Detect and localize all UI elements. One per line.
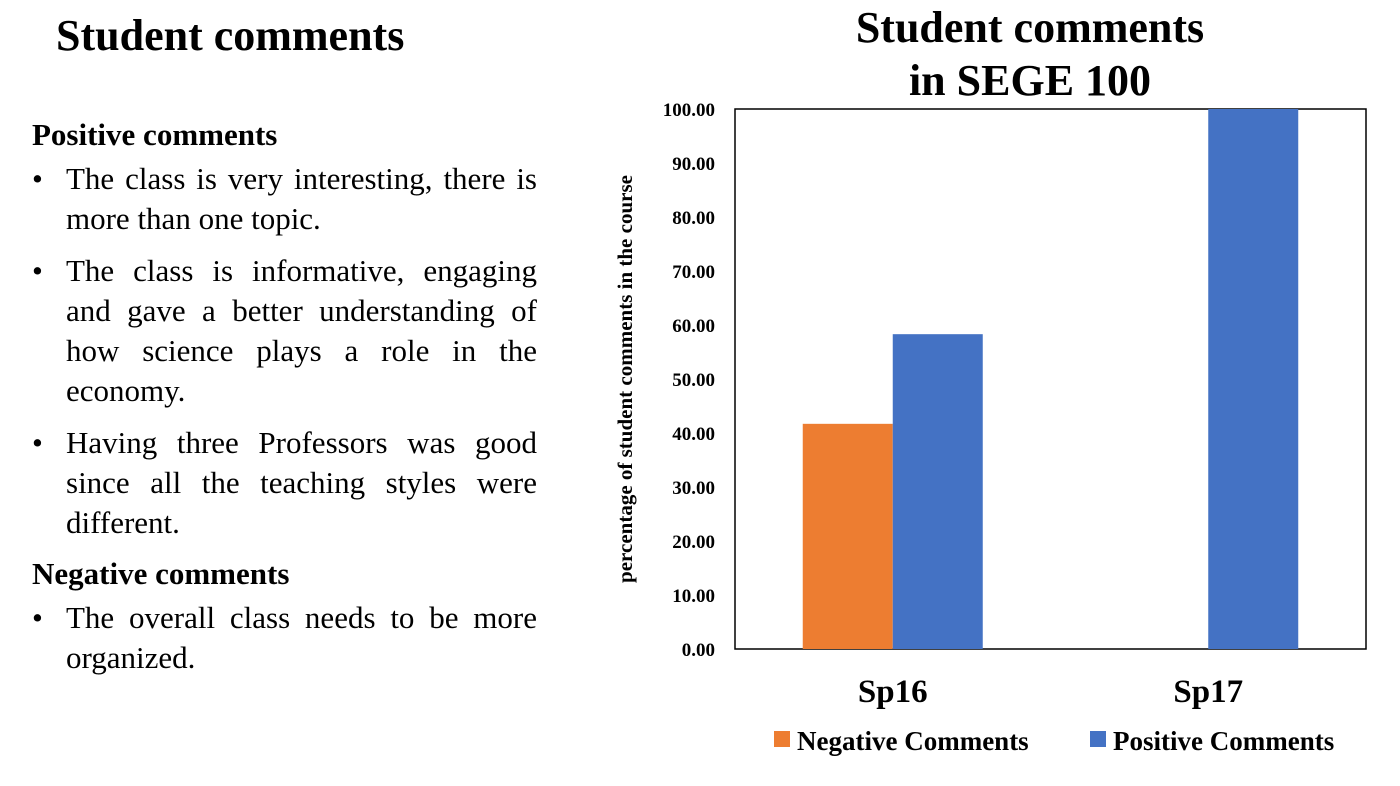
legend-label: Negative Comments xyxy=(797,726,1029,756)
bar-negative-comments-sp16 xyxy=(802,423,893,649)
negative-comments-list: • The overall class needs to be more org… xyxy=(32,598,537,678)
y-axis-ticks: 0.00 10.00 20.00 30.00 40.00 50.00 60.00 70.00 8… xyxy=(663,100,715,661)
bar-positive-comments-sp17 xyxy=(1208,109,1299,649)
legend-label: Positive Comments xyxy=(1113,726,1334,756)
y-tick-label: 60.00 xyxy=(672,316,715,337)
comments-panel: Positive comments • The class is very in… xyxy=(32,116,537,690)
bullet-icon: • xyxy=(32,253,43,289)
positive-comments-list: • The class is very interesting, there i… xyxy=(32,159,537,543)
y-tick-label: 90.00 xyxy=(672,154,715,175)
legend-swatch xyxy=(1090,731,1106,747)
y-tick-label: 30.00 xyxy=(672,478,715,499)
bar-chart: Student comments in SEGE 100 percentage … xyxy=(613,3,1367,756)
chart-title-line-1: Student comments xyxy=(856,3,1204,52)
y-tick-label: 0.00 xyxy=(682,640,715,661)
y-tick-label: 50.00 xyxy=(672,370,715,391)
bullet-icon: • xyxy=(32,425,43,461)
comment-text: The class is informative, engaging and g… xyxy=(66,253,537,409)
positive-comments-heading: Positive comments xyxy=(32,117,278,152)
y-axis-label: percentage of student comments in the co… xyxy=(613,175,637,583)
negative-comment-item: • The overall class needs to be more org… xyxy=(32,598,537,678)
y-tick-label: 20.00 xyxy=(672,532,715,553)
y-tick-label: 100.00 xyxy=(663,100,715,121)
x-category-label: Sp17 xyxy=(1173,674,1243,710)
bullet-icon: • xyxy=(32,161,43,197)
plot-area xyxy=(734,108,1367,650)
positive-comment-item: • The class is very interesting, there i… xyxy=(32,159,537,239)
y-tick-label: 10.00 xyxy=(672,586,715,607)
comment-text: The class is very interesting, there is … xyxy=(66,161,537,237)
legend-swatch xyxy=(774,731,790,747)
y-tick-label: 80.00 xyxy=(672,208,715,229)
negative-comments-heading: Negative comments xyxy=(32,556,290,592)
bars xyxy=(802,109,1299,649)
comment-text: The overall class needs to be more organ… xyxy=(66,600,537,676)
x-axis-categories: Sp16 Sp17 xyxy=(858,674,1243,710)
bullet-icon: • xyxy=(32,600,43,636)
comment-text: Having three Professors was good since a… xyxy=(66,425,537,541)
y-tick-label: 40.00 xyxy=(672,424,715,445)
positive-comment-item: • The class is informative, engaging and… xyxy=(32,251,537,411)
y-tick-label: 70.00 xyxy=(672,262,715,283)
slide-title: Student comments xyxy=(56,11,405,60)
legend: Negative Comments Positive Comments xyxy=(774,726,1334,756)
x-category-label: Sp16 xyxy=(858,674,928,710)
chart-title-line-2: in SEGE 100 xyxy=(909,56,1151,105)
bar-positive-comments-sp16 xyxy=(892,334,983,649)
positive-comment-item: • Having three Professors was good since… xyxy=(32,423,537,543)
